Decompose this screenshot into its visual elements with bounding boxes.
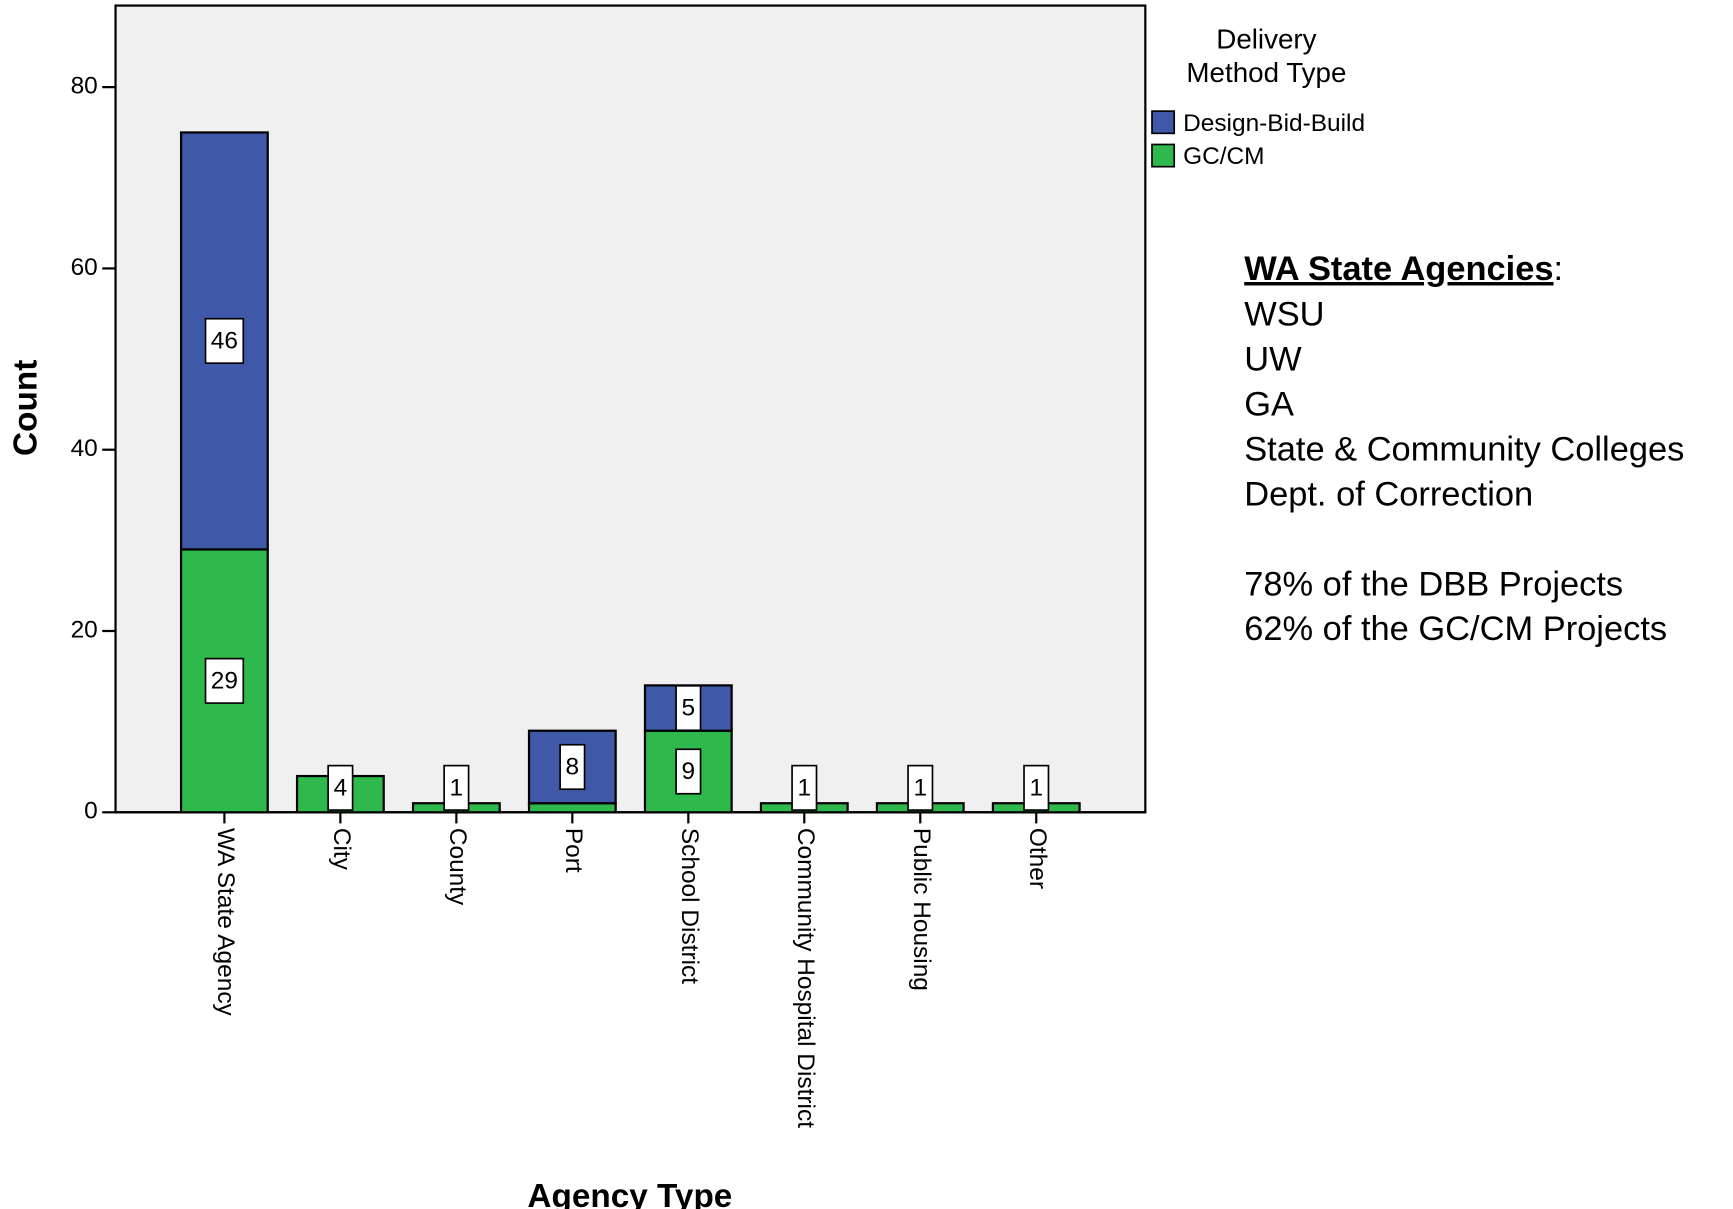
data-label: 29 (211, 667, 238, 694)
annotation-stat: 78% of the DBB Projects (1244, 566, 1623, 604)
data-label-box (204, 657, 245, 704)
y-tick-label: 20 (71, 616, 98, 643)
data-label: 1 (450, 774, 464, 801)
x-tick-label: Community Hospital District (792, 828, 819, 1128)
x-tick-label: Other (1024, 828, 1051, 889)
legend-swatch (1151, 143, 1176, 168)
data-label-box (791, 764, 818, 811)
data-label-box (204, 317, 245, 365)
legend-label: Design-Bid-Build (1183, 110, 1365, 137)
x-tick-label: Port (560, 828, 587, 873)
data-label: 1 (1029, 774, 1043, 801)
data-label: 5 (682, 695, 696, 722)
data-label: 9 (682, 758, 696, 785)
x-tick-label: Public Housing (908, 828, 935, 991)
data-label: 4 (334, 774, 348, 801)
annotation-heading: WA State Agencies (1244, 250, 1553, 288)
annotation-line: UW (1244, 341, 1302, 379)
data-label: 46 (211, 328, 238, 355)
legend-label: GC/CM (1183, 143, 1264, 170)
y-tick-label: 60 (71, 254, 98, 281)
y-axis-title: Count (8, 360, 45, 456)
annotation-line: Dept. of Correction (1244, 476, 1533, 514)
bar-segment (527, 802, 617, 814)
annotation-line: State & Community Colleges (1244, 431, 1684, 469)
x-tick-label: School District (676, 828, 703, 984)
x-tick-label: WA State Agency (212, 828, 239, 1017)
x-tick-label: County (444, 828, 471, 906)
data-label-box (675, 684, 702, 732)
y-tick-label: 80 (71, 73, 98, 100)
annotation-stat: 62% of the GC/CM Projects (1244, 610, 1667, 648)
data-label-box (559, 743, 586, 791)
data-label-box (675, 748, 702, 795)
data-label-box (907, 764, 934, 811)
y-tick-label: 0 (84, 798, 98, 825)
y-tick-label: 40 (71, 435, 98, 462)
data-label: 1 (797, 774, 811, 801)
plot-area (114, 4, 1147, 814)
data-label: 8 (566, 754, 580, 781)
data-label-box (1023, 764, 1050, 811)
x-axis-title: Agency Type (527, 1178, 732, 1209)
data-label-box (443, 764, 470, 811)
annotation-heading-suffix: : (1554, 250, 1564, 288)
annotation-line: WSU (1244, 296, 1324, 334)
legend-title: Method Type (1186, 57, 1346, 88)
data-label-box (327, 764, 354, 811)
legend-title: Delivery (1216, 23, 1316, 54)
x-tick-label: City (328, 828, 355, 871)
annotation-line: GA (1244, 386, 1294, 424)
data-label: 1 (913, 774, 927, 801)
legend-swatch (1151, 110, 1176, 135)
